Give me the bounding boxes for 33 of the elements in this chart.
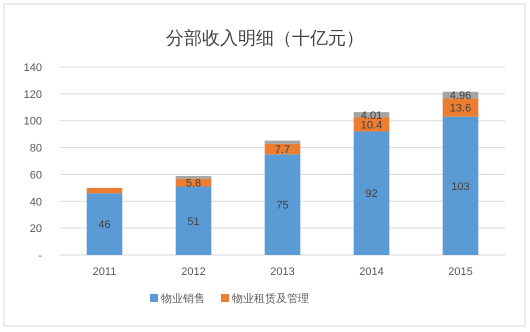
x-tick-label: 2014 (359, 266, 384, 278)
chart-title: 分部收入明细（十亿元） (166, 28, 364, 48)
data-label: 103 (451, 180, 470, 193)
data-label: 10.4 (360, 119, 382, 132)
x-tick-label: 2015 (448, 266, 473, 278)
bar (86, 188, 122, 194)
data-label: 51 (187, 216, 200, 228)
bar (86, 193, 122, 255)
x-tick-label: 2013 (270, 266, 295, 278)
bar (264, 140, 300, 144)
bar (176, 186, 212, 255)
y-tick-label: 100 (24, 116, 42, 128)
bar (264, 154, 300, 255)
y-tick-label: 20 (30, 223, 42, 236)
data-label: 13.6 (450, 102, 472, 115)
legend-label: 物业租赁及管理 (232, 292, 309, 305)
bar (354, 131, 390, 255)
x-tick-label: 2012 (181, 266, 206, 278)
data-label: 7.7 (274, 144, 290, 156)
bar (442, 116, 478, 255)
y-tick-label: - (38, 250, 42, 262)
bar (176, 176, 212, 179)
data-label: 46 (98, 219, 111, 232)
bar (264, 144, 300, 154)
y-tick-label: 140 (24, 62, 42, 74)
y-tick-label: 40 (30, 196, 42, 208)
data-label: 92 (365, 188, 378, 200)
y-tick-label: 80 (30, 142, 42, 155)
y-tick-label: 120 (24, 88, 42, 101)
y-tick-label: 60 (30, 169, 42, 182)
legend-label: 物业销售 (161, 292, 205, 305)
data-label: 75 (276, 200, 289, 212)
x-tick-label: 2011 (92, 266, 116, 278)
